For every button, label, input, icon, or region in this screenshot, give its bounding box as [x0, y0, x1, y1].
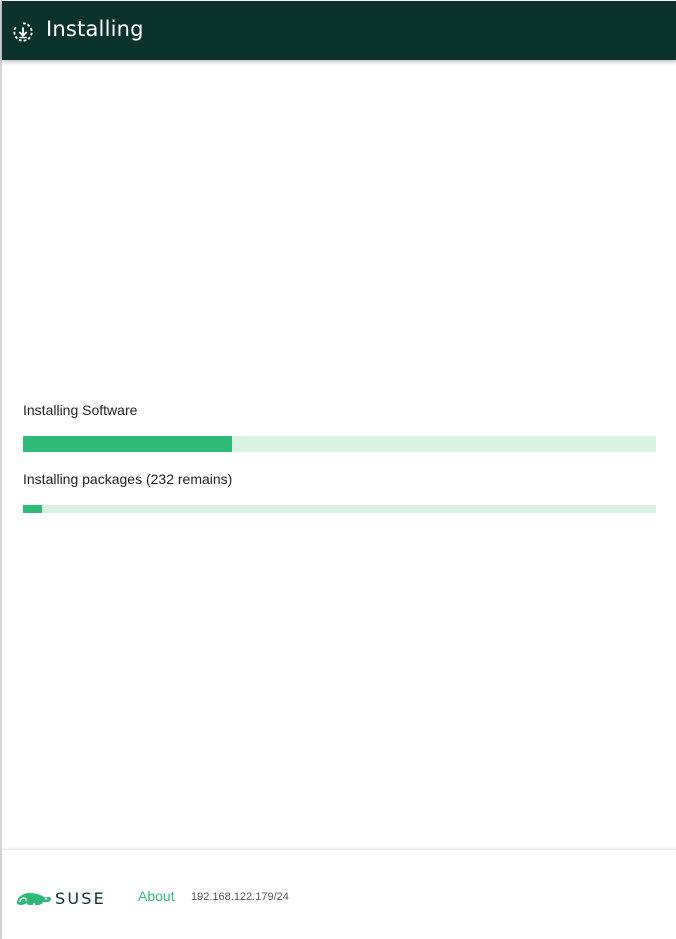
- ip-address: 192.168.122.179/24: [191, 891, 289, 903]
- sub-progress-fill: [23, 505, 42, 513]
- main-progress-bar: [23, 436, 656, 452]
- main-progress-label: Installing Software: [23, 402, 138, 418]
- chameleon-icon: [17, 893, 51, 905]
- sub-progress-bar: [23, 505, 656, 513]
- suse-logo: SUSE: [17, 889, 106, 908]
- page-title: Installing: [46, 17, 144, 41]
- suse-logo-text: SUSE: [55, 889, 106, 908]
- download-circle-icon: [13, 22, 33, 42]
- sub-progress-label: Installing packages (232 remains): [23, 471, 233, 487]
- about-link[interactable]: About: [138, 888, 175, 904]
- main-progress-fill: [23, 436, 232, 452]
- header-bar: Installing: [2, 1, 676, 60]
- window-border: [0, 0, 2, 939]
- footer-bar: SUSE About 192.168.122.179/24: [2, 850, 676, 939]
